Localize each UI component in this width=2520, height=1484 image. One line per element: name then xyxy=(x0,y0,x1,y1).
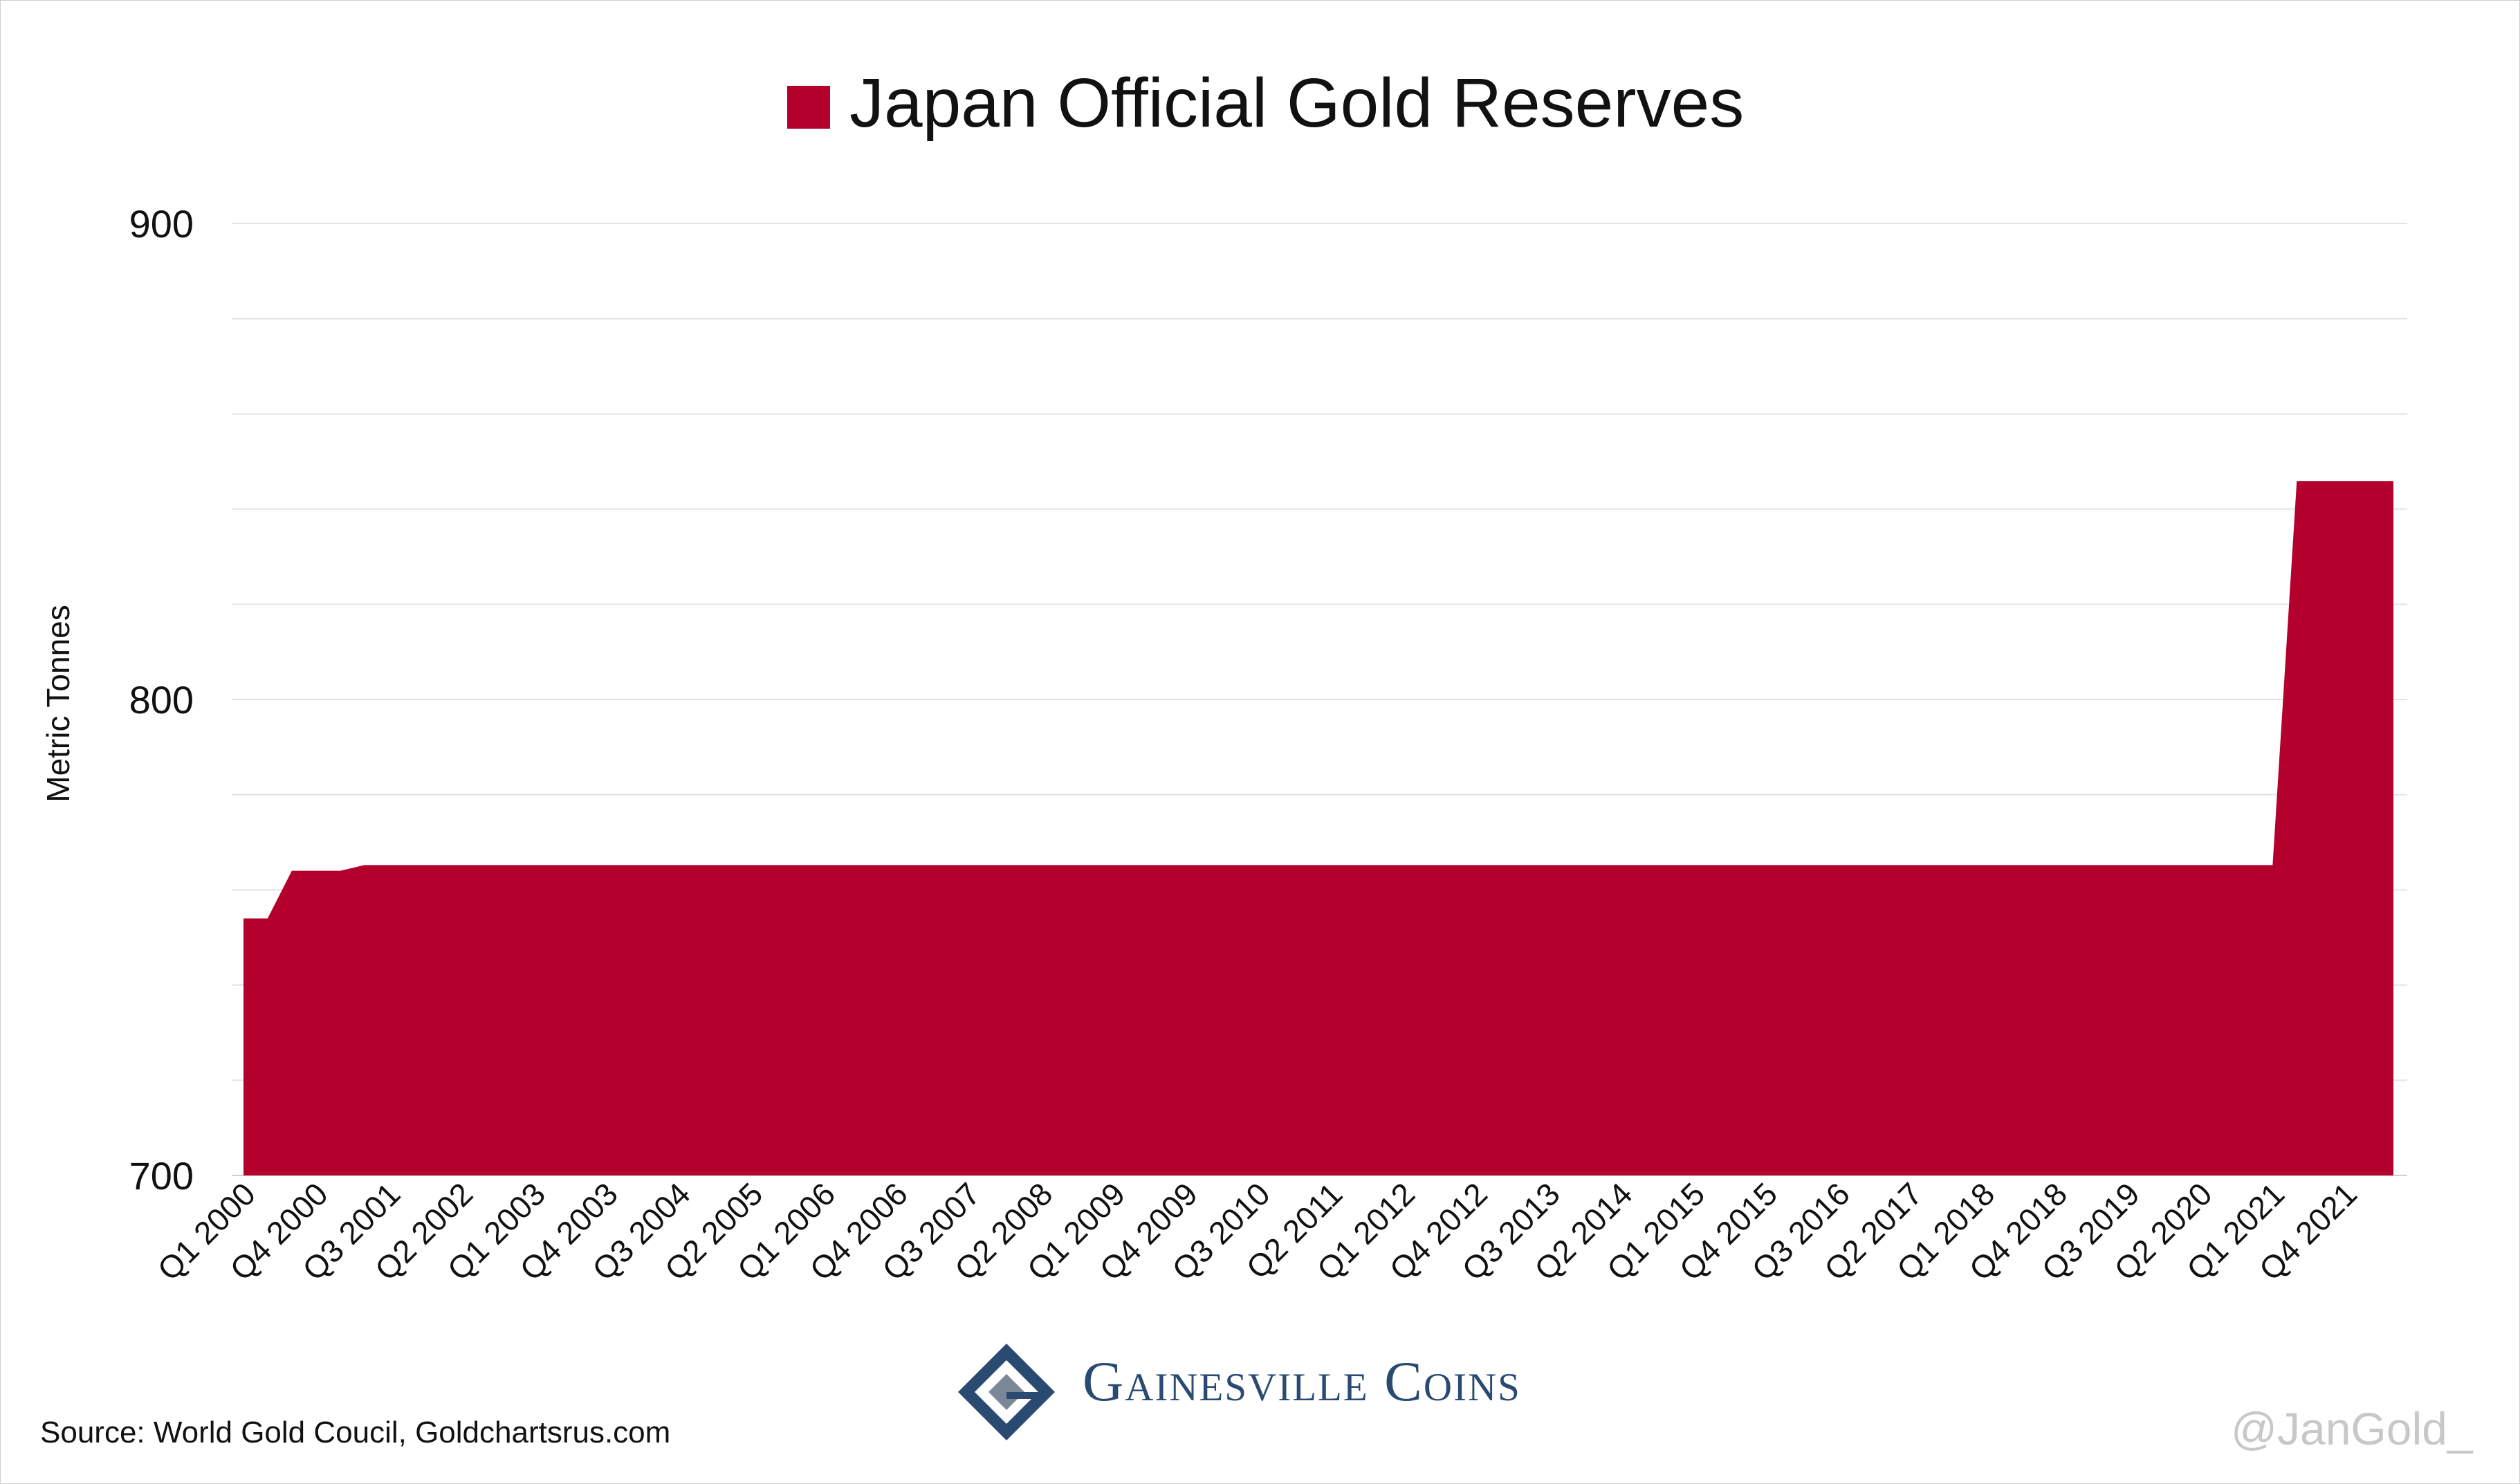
y-axis: 700 800 900 xyxy=(129,202,194,1198)
area-series xyxy=(243,481,2393,1175)
gainesville-logo-icon xyxy=(958,1344,1055,1440)
author-handle: @JanGold_ xyxy=(2231,1403,2473,1454)
y-tick-label: 700 xyxy=(129,1154,194,1198)
y-tick-label: 900 xyxy=(129,202,194,246)
y-tick-label: 800 xyxy=(129,678,194,722)
source-note: Source: World Gold Coucil, Goldchartsrus… xyxy=(40,1416,671,1449)
legend-swatch xyxy=(787,86,830,129)
chart-title: Japan Official Gold Reserves xyxy=(849,64,1744,142)
logo-text: Gainesville Coins xyxy=(1083,1350,1521,1413)
y-axis-label: Metric Tonnes xyxy=(40,605,76,803)
